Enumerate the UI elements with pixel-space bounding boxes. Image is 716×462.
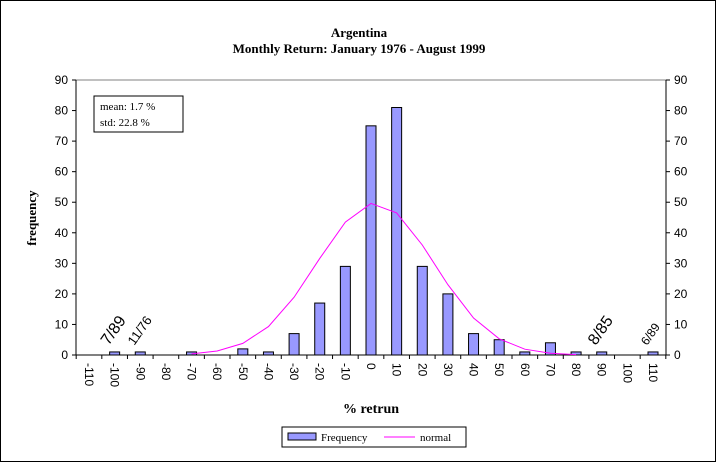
- outlier-annotation: 7/89: [98, 313, 130, 348]
- x-tick-label: -30: [287, 363, 301, 381]
- frequency-bar: [262, 351, 274, 356]
- frequency-bar: [647, 351, 659, 356]
- x-tick-label: -100: [108, 363, 122, 387]
- frequency-bar: [109, 351, 121, 356]
- x-tick-label: -50: [236, 363, 250, 381]
- x-tick-label: 40: [467, 363, 481, 377]
- y-axis-label: frequency: [24, 190, 39, 246]
- frequency-bar: [596, 351, 608, 356]
- x-tick-label: 60: [518, 363, 532, 377]
- x-tick-label: -80: [159, 363, 173, 381]
- normal-curve: [191, 202, 577, 356]
- y-tick-label-right: 0: [674, 348, 681, 362]
- x-tick-label: -10: [338, 363, 352, 381]
- legend-border: [281, 426, 467, 448]
- y-tick-label-right: 30: [674, 256, 688, 270]
- stats-box: mean: 1.7 % std: 22.8 %: [93, 95, 184, 133]
- stats-mean: mean: 1.7 %: [100, 101, 155, 113]
- legend-frequency-label: Frequency: [321, 432, 368, 444]
- frequency-bar: [237, 348, 249, 356]
- x-tick-label: -90: [133, 363, 147, 381]
- y-tick-label-left: 80: [55, 104, 69, 118]
- y-tick-label-left: 50: [55, 195, 69, 209]
- x-tick-label: -20: [313, 363, 327, 381]
- frequency-bar: [493, 339, 505, 356]
- frequency-bar: [339, 265, 351, 356]
- outlier-annotation: 6/89: [638, 320, 663, 347]
- x-tick-label: 80: [569, 363, 583, 377]
- x-tick-label: 10: [390, 363, 404, 377]
- y-tick-label-left: 90: [55, 73, 69, 87]
- y-tick-label-right: 60: [674, 165, 688, 179]
- y-tick-label-left: 0: [61, 348, 68, 362]
- y-tick-label-left: 20: [55, 287, 69, 301]
- chart-subtitle: Monthly Return: January 1976 - August 19…: [233, 41, 486, 56]
- y-tick-label-right: 70: [674, 134, 688, 148]
- y-tick-label-right: 20: [674, 287, 688, 301]
- x-tick-label: 100: [620, 363, 634, 383]
- outlier-annotation: 11/76: [124, 313, 154, 347]
- frequency-bar: [570, 351, 582, 356]
- x-tick-label: 30: [441, 363, 455, 377]
- x-tick-label: 50: [492, 363, 506, 377]
- frequency-bar: [416, 265, 428, 356]
- frequency-bar: [468, 333, 480, 356]
- legend: Frequency normal: [281, 426, 467, 448]
- x-tick-label: 110: [646, 363, 660, 382]
- x-tick-label: -60: [210, 363, 224, 381]
- legend-frequency-swatch: [287, 432, 317, 441]
- frequency-bar: [134, 351, 146, 356]
- outlier-annotation: 8/85: [585, 313, 617, 348]
- x-tick-label: 70: [543, 363, 557, 377]
- x-tick-label: -70: [185, 363, 199, 381]
- chart-title: Argentina: [331, 25, 388, 40]
- frequency-bar: [442, 293, 454, 356]
- y-tick-label-left: 40: [55, 226, 69, 240]
- y-tick-label-right: 10: [674, 317, 688, 331]
- x-tick-label: -110: [82, 363, 96, 386]
- y-tick-label-left: 10: [55, 317, 69, 331]
- x-tick-label: -40: [261, 363, 275, 381]
- frequency-bar: [314, 302, 326, 356]
- frequency-bar: [288, 333, 300, 356]
- legend-normal-label: normal: [420, 432, 451, 444]
- y-tick-label-right: 50: [674, 195, 688, 209]
- stats-std: std: 22.8 %: [100, 117, 150, 129]
- y-tick-label-right: 40: [674, 226, 688, 240]
- x-axis-label: % retrun: [343, 402, 399, 417]
- y-tick-label-left: 30: [55, 256, 69, 270]
- frequency-bar: [519, 351, 531, 356]
- frequency-bar: [391, 107, 403, 356]
- x-tick-label: 20: [415, 363, 429, 377]
- y-tick-label-right: 80: [674, 104, 688, 118]
- y-tick-label-left: 70: [55, 134, 69, 148]
- stats-box-border: [93, 95, 184, 133]
- y-tick-label-right: 90: [674, 73, 688, 87]
- x-tick-label: 90: [595, 363, 609, 377]
- y-tick-label-left: 60: [55, 165, 69, 179]
- frequency-bar: [365, 125, 377, 356]
- frequency-bar: [544, 342, 556, 356]
- x-tick-label: 0: [364, 363, 378, 370]
